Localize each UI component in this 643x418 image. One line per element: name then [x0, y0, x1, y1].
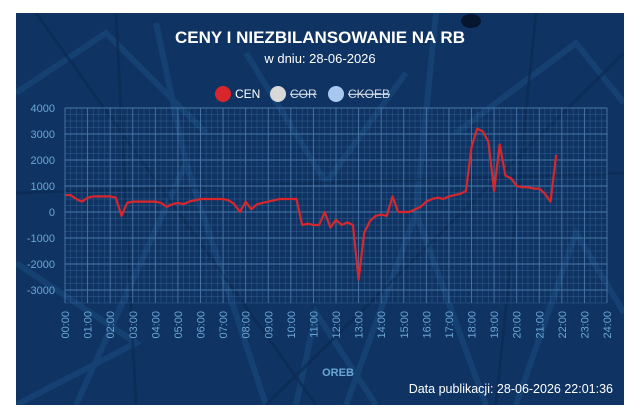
- x-tick-label: 19:00: [489, 311, 501, 339]
- y-tick-label: -2000: [27, 259, 55, 271]
- x-tick-label: 03:00: [128, 311, 140, 339]
- x-tick-label: 15:00: [399, 311, 411, 339]
- y-tick-label: 4000: [31, 103, 55, 115]
- x-tick-label: 13:00: [354, 311, 366, 339]
- x-tick-label: 07:00: [218, 311, 230, 339]
- legend-item-cor[interactable]: COR: [270, 86, 317, 102]
- y-tick-label: 2000: [31, 155, 55, 167]
- x-tick-label: 04:00: [150, 311, 162, 339]
- x-tick-label: 24:00: [602, 311, 614, 339]
- legend-label: CKOEB: [348, 87, 390, 101]
- legend-item-cen[interactable]: CEN: [215, 86, 260, 102]
- x-tick-label: 17:00: [444, 311, 456, 339]
- legend-label: COR: [290, 87, 317, 101]
- chart-legend: CEN COR CKOEB: [215, 86, 390, 102]
- chart-panel: CENY I NIEZBILANSOWANIE NA RB w dniu: 28…: [16, 13, 624, 405]
- x-tick-label: 18:00: [467, 311, 479, 339]
- y-tick-label: -1000: [27, 233, 55, 245]
- chart-subtitle: w dniu: 28-06-2026: [263, 51, 375, 66]
- x-tick-label: 11:00: [308, 311, 320, 338]
- series-line-cen: [65, 127, 558, 281]
- x-tick-label: 05:00: [173, 311, 185, 339]
- legend-item-ckoeb[interactable]: CKOEB: [328, 86, 390, 102]
- x-axis-ticks: 00:00 01:00 02:00 03:00 04:00 05:00 06:00 07:00…: [60, 311, 614, 339]
- y-tick-label: 1000: [31, 181, 55, 193]
- x-tick-label: 12:00: [331, 311, 343, 339]
- x-tick-label: 08:00: [241, 311, 253, 339]
- x-tick-label: 21:00: [534, 311, 546, 339]
- chart-svg: CENY I NIEZBILANSOWANIE NA RB w dniu: 28…: [27, 28, 614, 396]
- x-axis-label: OREB: [322, 367, 354, 379]
- insulator-shape: [461, 14, 481, 28]
- x-tick-label: 22:00: [557, 311, 569, 339]
- x-tick-label: 06:00: [196, 311, 208, 339]
- x-tick-label: 20:00: [512, 311, 524, 339]
- legend-label: CEN: [235, 87, 260, 101]
- x-tick-label: 09:00: [263, 311, 275, 339]
- x-tick-label: 23:00: [579, 311, 591, 339]
- x-tick-label: 14:00: [376, 311, 388, 339]
- x-tick-label: 00:00: [60, 311, 72, 339]
- chart-title: CENY I NIEZBILANSOWANIE NA RB: [175, 28, 465, 47]
- chart-grid: [64, 107, 608, 304]
- publication-date: Data publikacji: 28-06-2026 22:01:36: [409, 382, 613, 396]
- y-axis-ticks: -3000 -2000 -1000 0 1000 2000 3000 4000: [27, 103, 55, 297]
- x-tick-label: 02:00: [105, 311, 117, 339]
- x-tick-label: 10:00: [286, 311, 298, 339]
- legend-swatch: [328, 86, 344, 102]
- y-tick-label: 0: [49, 207, 55, 219]
- legend-swatch: [215, 86, 231, 102]
- legend-swatch: [270, 86, 286, 102]
- y-tick-label: -3000: [27, 285, 55, 297]
- chart-series: [65, 127, 558, 281]
- x-tick-label: 01:00: [83, 311, 95, 339]
- y-tick-label: 3000: [31, 129, 55, 141]
- x-tick-label: 16:00: [421, 311, 433, 339]
